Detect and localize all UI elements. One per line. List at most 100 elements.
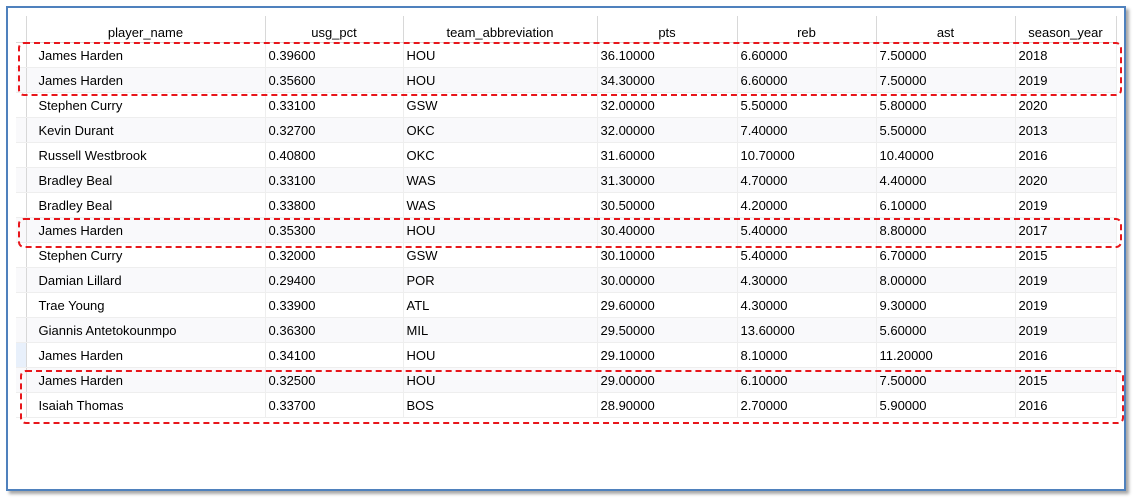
ast-cell[interactable]: 9.30000 xyxy=(876,292,1016,318)
team-cell[interactable]: WAS xyxy=(403,167,598,193)
usg-pct-cell[interactable]: 0.35600 xyxy=(265,67,404,93)
pts-cell[interactable]: 31.60000 xyxy=(597,142,738,168)
reb-cell[interactable]: 13.60000 xyxy=(737,317,877,343)
usg-pct-cell[interactable]: 0.32700 xyxy=(265,117,404,143)
team-cell[interactable]: ATL xyxy=(403,292,598,318)
season-year-cell[interactable]: 2018 xyxy=(1015,42,1117,68)
ast-cell[interactable]: 10.40000 xyxy=(876,142,1016,168)
reb-cell[interactable]: 6.60000 xyxy=(737,67,877,93)
usg-pct-cell[interactable]: 0.32000 xyxy=(265,242,404,268)
table-row[interactable]: Trae Young 0.33900 ATL 29.60000 4.30000 9.300… xyxy=(16,292,1117,318)
row-header[interactable] xyxy=(16,317,27,343)
usg-pct-cell[interactable]: 0.33800 xyxy=(265,192,404,218)
player-name-cell[interactable]: Stephen Curry xyxy=(26,242,266,268)
reb-cell[interactable]: 2.70000 xyxy=(737,392,877,418)
ast-cell[interactable]: 5.90000 xyxy=(876,392,1016,418)
ast-cell[interactable]: 8.80000 xyxy=(876,217,1016,243)
pts-cell[interactable]: 30.00000 xyxy=(597,267,738,293)
usg-pct-cell[interactable]: 0.29400 xyxy=(265,267,404,293)
usg-pct-cell[interactable]: 0.33900 xyxy=(265,292,404,318)
team-cell[interactable]: HOU xyxy=(403,217,598,243)
table-row[interactable]: James Harden 0.35300 HOU 30.40000 5.40000 8.8… xyxy=(16,217,1117,243)
player-name-cell[interactable]: Bradley Beal xyxy=(26,167,266,193)
ast-cell[interactable]: 7.50000 xyxy=(876,42,1016,68)
table-row[interactable]: Bradley Beal 0.33800 WAS 30.50000 4.20000 6.1… xyxy=(16,192,1117,218)
team-cell[interactable]: OKC xyxy=(403,117,598,143)
row-header[interactable] xyxy=(16,67,27,93)
player-name-cell[interactable]: Trae Young xyxy=(26,292,266,318)
pts-cell[interactable]: 32.00000 xyxy=(597,117,738,143)
pts-cell[interactable]: 29.00000 xyxy=(597,367,738,393)
player-name-cell[interactable]: Isaiah Thomas xyxy=(26,392,266,418)
team-cell[interactable]: OKC xyxy=(403,142,598,168)
ast-cell[interactable]: 7.50000 xyxy=(876,367,1016,393)
ast-cell[interactable]: 11.20000 xyxy=(876,342,1016,368)
row-header[interactable] xyxy=(16,267,27,293)
table-row[interactable]: Damian Lillard 0.29400 POR 30.00000 4.30000 8… xyxy=(16,267,1117,293)
table-row[interactable]: Russell Westbrook 0.40800 OKC 31.60000 10.70… xyxy=(16,142,1117,168)
table-row[interactable]: Stephen Curry 0.32000 GSW 30.10000 5.40000 6.… xyxy=(16,242,1117,268)
row-header[interactable] xyxy=(16,242,27,268)
team-cell[interactable]: HOU xyxy=(403,367,598,393)
ast-cell[interactable]: 5.50000 xyxy=(876,117,1016,143)
player-name-cell[interactable]: James Harden xyxy=(26,42,266,68)
reb-cell[interactable]: 4.30000 xyxy=(737,267,877,293)
pts-cell[interactable]: 36.10000 xyxy=(597,42,738,68)
season-year-cell[interactable]: 2019 xyxy=(1015,192,1117,218)
pts-cell[interactable]: 30.50000 xyxy=(597,192,738,218)
pts-cell[interactable]: 29.10000 xyxy=(597,342,738,368)
table-row[interactable]: Giannis Antetokounmpo 0.36300 MIL 29.50000 1… xyxy=(16,317,1117,343)
team-cell[interactable]: GSW xyxy=(403,242,598,268)
row-header[interactable] xyxy=(16,367,27,393)
player-name-cell[interactable]: James Harden xyxy=(26,217,266,243)
player-name-cell[interactable]: Russell Westbrook xyxy=(26,142,266,168)
team-cell[interactable]: BOS xyxy=(403,392,598,418)
pts-cell[interactable]: 30.40000 xyxy=(597,217,738,243)
usg-pct-cell[interactable]: 0.40800 xyxy=(265,142,404,168)
pts-cell[interactable]: 28.90000 xyxy=(597,392,738,418)
ast-cell[interactable]: 6.70000 xyxy=(876,242,1016,268)
season-year-cell[interactable]: 2019 xyxy=(1015,67,1117,93)
team-cell[interactable]: HOU xyxy=(403,342,598,368)
season-year-cell[interactable]: 2015 xyxy=(1015,242,1117,268)
player-name-cell[interactable]: James Harden xyxy=(26,367,266,393)
usg-pct-cell[interactable]: 0.33100 xyxy=(265,167,404,193)
reb-cell[interactable]: 5.40000 xyxy=(737,242,877,268)
row-header[interactable] xyxy=(16,167,27,193)
player-name-cell[interactable]: Giannis Antetokounmpo xyxy=(26,317,266,343)
player-name-cell[interactable]: James Harden xyxy=(26,342,266,368)
usg-pct-cell[interactable]: 0.36300 xyxy=(265,317,404,343)
col-header-pts[interactable]: pts xyxy=(597,16,738,43)
team-cell[interactable]: HOU xyxy=(403,42,598,68)
season-year-cell[interactable]: 2020 xyxy=(1015,167,1117,193)
player-name-cell[interactable]: Stephen Curry xyxy=(26,92,266,118)
col-header-player-name[interactable]: player_name xyxy=(26,16,266,43)
pts-cell[interactable]: 29.50000 xyxy=(597,317,738,343)
team-cell[interactable]: GSW xyxy=(403,92,598,118)
reb-cell[interactable]: 7.40000 xyxy=(737,117,877,143)
ast-cell[interactable]: 4.40000 xyxy=(876,167,1016,193)
row-header[interactable] xyxy=(16,142,27,168)
usg-pct-cell[interactable]: 0.33100 xyxy=(265,92,404,118)
ast-cell[interactable]: 5.80000 xyxy=(876,92,1016,118)
table-row[interactable]: James Harden 0.39600 HOU 36.10000 6.60000 7.5… xyxy=(16,42,1117,68)
team-cell[interactable]: HOU xyxy=(403,67,598,93)
player-name-cell[interactable]: Bradley Beal xyxy=(26,192,266,218)
season-year-cell[interactable]: 2019 xyxy=(1015,267,1117,293)
team-cell[interactable]: POR xyxy=(403,267,598,293)
reb-cell[interactable]: 4.20000 xyxy=(737,192,877,218)
col-header-reb[interactable]: reb xyxy=(737,16,877,43)
season-year-cell[interactable]: 2020 xyxy=(1015,92,1117,118)
row-header[interactable] xyxy=(16,192,27,218)
reb-cell[interactable]: 8.10000 xyxy=(737,342,877,368)
row-header[interactable] xyxy=(16,392,27,418)
reb-cell[interactable]: 10.70000 xyxy=(737,142,877,168)
usg-pct-cell[interactable]: 0.33700 xyxy=(265,392,404,418)
row-header[interactable] xyxy=(16,117,27,143)
season-year-cell[interactable]: 2019 xyxy=(1015,292,1117,318)
reb-cell[interactable]: 6.10000 xyxy=(737,367,877,393)
usg-pct-cell[interactable]: 0.39600 xyxy=(265,42,404,68)
player-name-cell[interactable]: Damian Lillard xyxy=(26,267,266,293)
corner-cell[interactable] xyxy=(16,16,27,43)
row-header[interactable] xyxy=(16,42,27,68)
